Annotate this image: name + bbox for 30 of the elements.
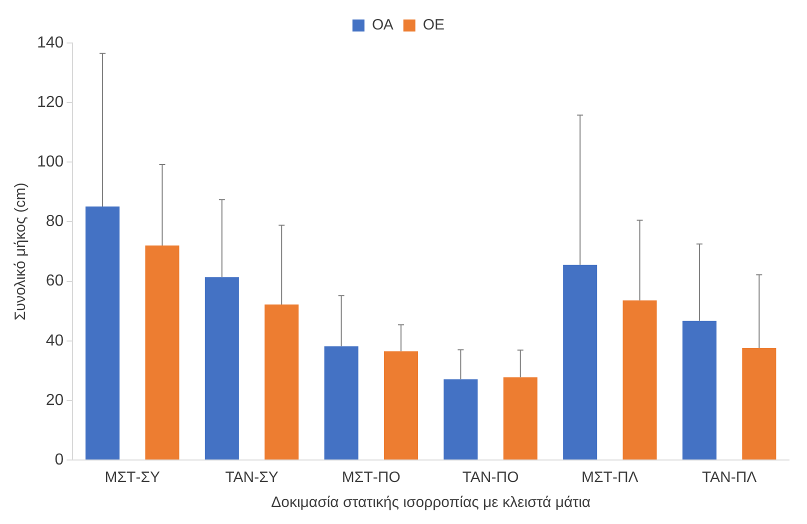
x-tick-label: ΤΑΝ-ΣΥ bbox=[225, 469, 278, 486]
bar bbox=[742, 348, 776, 460]
y-tick-label: 20 bbox=[46, 392, 64, 409]
bar bbox=[682, 320, 716, 460]
legend-label: ΟΑ bbox=[372, 16, 394, 34]
bar bbox=[145, 246, 180, 460]
y-tick-label: 40 bbox=[46, 332, 64, 350]
x-tick-label: ΤΑΝ-ΠΟ bbox=[462, 469, 519, 486]
x-axis-title: Δοκιμασία στατικής ισορροπίας με κλειστά μάτια bbox=[271, 494, 591, 512]
bar bbox=[264, 304, 299, 460]
x-tick-label: ΜΣΤ-ΠΟ bbox=[342, 469, 400, 486]
y-tick-label: 140 bbox=[36, 34, 64, 52]
y-tick-label: 120 bbox=[36, 94, 64, 111]
bar bbox=[622, 300, 657, 460]
x-tick-label: ΤΑΝ-ΠΛ bbox=[702, 469, 757, 486]
y-tick-label: 0 bbox=[54, 451, 64, 468]
bar bbox=[384, 351, 418, 460]
bar bbox=[86, 206, 120, 460]
x-tick-label: ΜΣΤ-ΣΥ bbox=[104, 469, 160, 486]
y-tick-label: 80 bbox=[46, 213, 64, 230]
bar bbox=[204, 277, 239, 460]
y-tick-label: 60 bbox=[46, 272, 64, 290]
x-tick-label: ΜΣΤ-ΠΛ bbox=[582, 469, 638, 486]
legend-label: ΟΕ bbox=[422, 16, 445, 34]
y-tick-label: 100 bbox=[36, 154, 64, 171]
bar bbox=[324, 346, 358, 460]
y-axis-title: Συνολικό μήκος (cm) bbox=[12, 182, 30, 320]
bar bbox=[563, 264, 598, 460]
bar bbox=[444, 379, 478, 460]
bar bbox=[503, 377, 538, 460]
